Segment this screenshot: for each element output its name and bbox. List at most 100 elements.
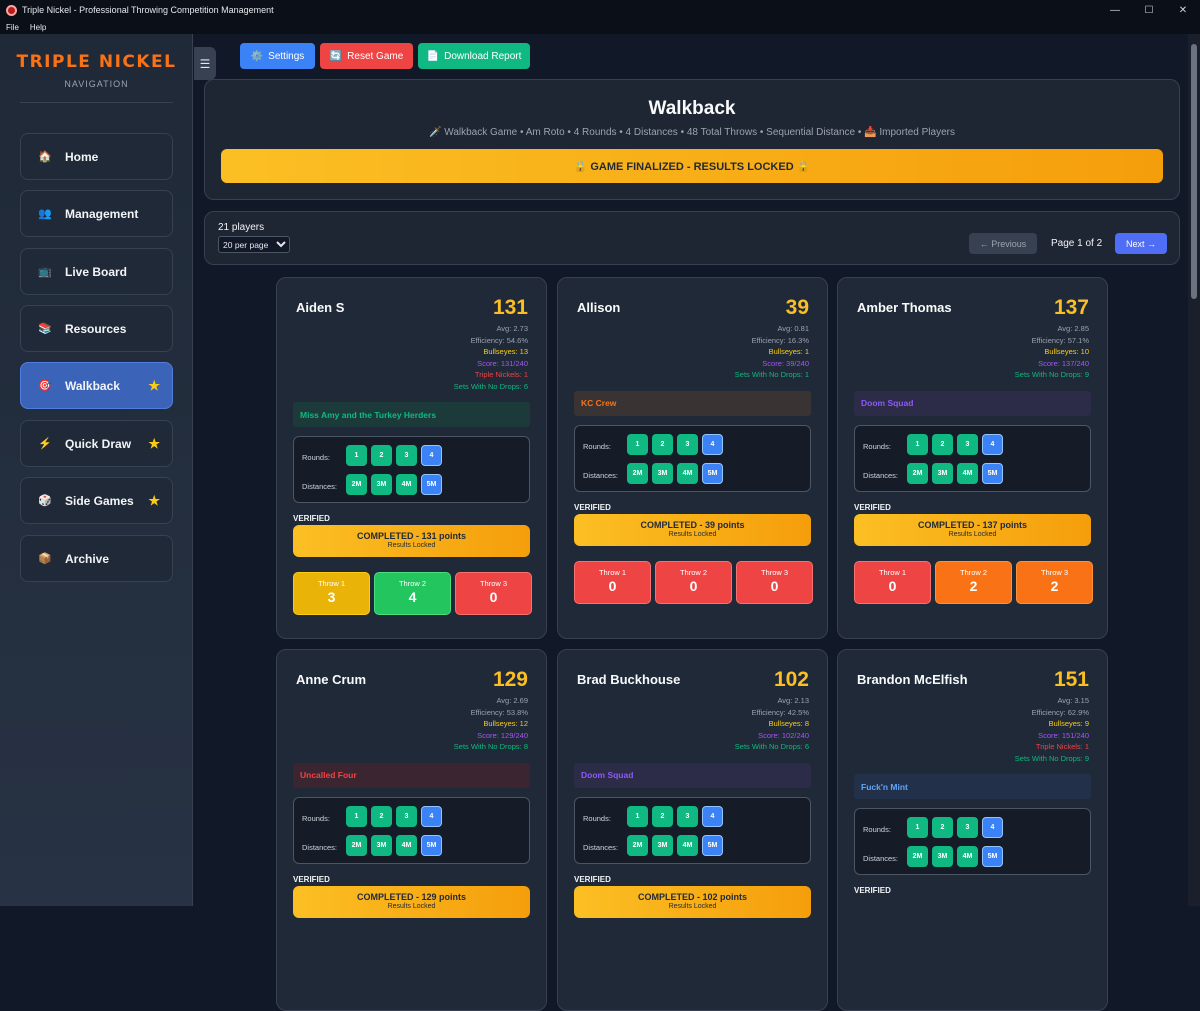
sidebar-item-label: Live Board — [65, 264, 128, 279]
throw-value: 0 — [888, 577, 897, 594]
app-icon — [6, 4, 17, 16]
sidebar-item-label: Side Games — [65, 493, 134, 508]
distance-chip: 2M — [627, 462, 648, 484]
window-title: Triple Nickel - Professional Throwing Co… — [22, 5, 274, 15]
round-chip: 4 — [982, 817, 1003, 838]
next-button[interactable]: Next → — [1115, 233, 1167, 254]
throw-value: 4 — [408, 589, 417, 605]
throw-label: Throw 2 — [679, 567, 708, 577]
per-page-select[interactable]: 20 per page — [218, 236, 290, 253]
sidebar-item-side-games[interactable]: 🎲 Side Games ★ — [20, 477, 173, 524]
sidebar-item-resources[interactable]: 📚 Resources — [20, 305, 173, 352]
sidebar-item-live-board[interactable]: 📺 Live Board — [20, 248, 173, 295]
reset-game-button[interactable]: 🔄 Reset Game — [320, 43, 413, 69]
round-chip: 1 — [907, 817, 928, 838]
stat-scoreline: Score: 129/240 — [477, 730, 528, 740]
completed-text: COMPLETED - 102 points — [637, 891, 747, 902]
maximize-button[interactable]: ☐ — [1144, 4, 1154, 16]
document-icon: 📄 — [426, 50, 440, 62]
round-chip: 3 — [677, 805, 698, 827]
sidebar-item-quick-draw[interactable]: ⚡ Quick Draw ★ — [20, 420, 173, 467]
rounds-label: Rounds: — [583, 813, 611, 823]
results-locked-text: Results Locked — [668, 530, 717, 538]
throw-label: Throw 2 — [959, 567, 988, 577]
player-score: 151 — [1053, 668, 1089, 691]
distance-chip: 2M — [907, 846, 928, 867]
progress-panel: Rounds: Distances: 1 2M 2 3M 3 4M 4 5M — [574, 424, 811, 492]
player-stats: Avg: 2.73 Efficiency: 54.6% Bullseyes: 13 S… — [454, 323, 528, 392]
player-score: 131 — [492, 296, 528, 319]
stat-bulls: Bullseyes: 9 — [1048, 719, 1089, 728]
player-name: Amber Thomas — [857, 300, 952, 315]
throw-value: 0 — [608, 577, 617, 594]
completed-banner: COMPLETED - 129 points Results Locked — [293, 885, 530, 918]
sidebar-item-label: Management — [65, 206, 139, 221]
page-indicator: Page 1 of 2 — [1051, 238, 1103, 249]
progress-panel: Rounds: Distances: 1 2M 2 3M 3 4M 4 5M — [574, 796, 811, 864]
player-card: Anne Crum 129 Avg: 2.69 Efficiency: 53.8% Bu… — [276, 649, 547, 1011]
results-locked-text: Results Locked — [948, 530, 997, 538]
stat-avg: Avg: 2.73 — [496, 324, 528, 333]
sidebar: TRIPLE NICKEL NAVIGATION 🏠 Home 👥 Managemen… — [0, 34, 193, 906]
pagination-bar: 21 players 20 per page ← Previous Page 1… — [204, 211, 1180, 265]
round-chip: 3 — [957, 817, 978, 838]
settings-button[interactable]: ⚙️ Settings — [240, 43, 315, 69]
round-chip: 3 — [677, 433, 698, 455]
player-name: Brad Buckhouse — [577, 672, 681, 687]
distances-label: Distances: — [302, 842, 338, 852]
sidebar-item-walkback[interactable]: 🎯 Walkback ★ — [20, 362, 173, 409]
completed-banner: COMPLETED - 131 points Results Locked — [293, 525, 530, 557]
distance-chip: 2M — [907, 462, 928, 484]
team-badge: KC Crew — [574, 390, 811, 416]
distance-chip: 5M — [982, 846, 1003, 867]
player-name: Brandon McElfish — [857, 672, 968, 687]
rounds-label: Rounds: — [302, 813, 330, 823]
round-chip: 4 — [702, 433, 723, 455]
reset-label: Reset Game — [347, 50, 404, 62]
distance-chip: 5M — [702, 834, 723, 856]
stat-bulls: Bullseyes: 13 — [483, 347, 528, 356]
round-chip: 3 — [957, 433, 978, 455]
distance-chip: 4M — [677, 462, 698, 484]
rounds-label: Rounds: — [863, 441, 891, 451]
distance-chip: 3M — [932, 846, 953, 867]
player-score: 39 — [785, 296, 809, 319]
throw-value: 2 — [1050, 577, 1059, 594]
stat-eff: Efficiency: 62.9% — [1031, 707, 1089, 717]
round-chip: 2 — [932, 817, 953, 838]
gear-icon: ⚙️ — [250, 50, 264, 62]
sidebar-item-management[interactable]: 👥 Management — [20, 190, 173, 237]
close-button[interactable]: ✕ — [1178, 4, 1188, 16]
completed-banner: COMPLETED - 137 points Results Locked — [854, 513, 1091, 546]
rounds-label: Rounds: — [302, 453, 330, 462]
sidebar-item-archive[interactable]: 📦 Archive — [20, 535, 173, 582]
sidebar-item-home[interactable]: 🏠 Home — [20, 133, 173, 180]
divider — [20, 102, 173, 103]
minimize-button[interactable]: — — [1110, 4, 1120, 16]
throw-label: Throw 3 — [760, 567, 789, 577]
stat-avg: Avg: 2.13 — [777, 696, 809, 705]
star-icon: ★ — [148, 435, 160, 451]
distances-label: Distances: — [583, 470, 619, 480]
scrollbar[interactable] — [1188, 34, 1200, 906]
completed-text: COMPLETED - 137 points — [917, 519, 1027, 530]
team-badge: Uncalled Four — [293, 762, 530, 788]
bolt-icon: ⚡ — [38, 438, 52, 450]
distances-label: Distances: — [863, 854, 899, 863]
progress-panel: Rounds: Distances: 1 2M 2 3M 3 4M 4 5M — [293, 796, 530, 864]
verified-label: VERIFIED — [574, 502, 611, 512]
download-report-button[interactable]: 📄 Download Report — [418, 43, 530, 69]
menu-file[interactable]: File — [6, 22, 19, 32]
scrollbar-thumb[interactable] — [1191, 44, 1197, 299]
verified-label: VERIFIED — [293, 874, 330, 884]
menu-help[interactable]: Help — [29, 22, 47, 32]
player-stats: Avg: 2.13 Efficiency: 42.5% Bullseyes: 8 Sc… — [735, 695, 809, 753]
previous-button[interactable]: ← Previous — [969, 233, 1037, 254]
sidebar-item-label: Archive — [65, 551, 110, 566]
sidebar-toggle-button[interactable]: ☰ — [194, 47, 216, 80]
round-chip: 4 — [982, 433, 1003, 455]
player-score: 129 — [492, 668, 528, 691]
